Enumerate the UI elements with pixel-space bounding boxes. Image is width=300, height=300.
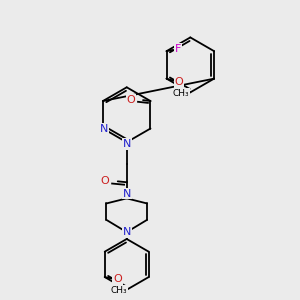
- Text: O: O: [113, 274, 122, 284]
- Text: CH₃: CH₃: [110, 286, 127, 295]
- Text: N: N: [122, 189, 131, 199]
- Text: N: N: [122, 139, 131, 149]
- Text: N: N: [122, 227, 131, 237]
- Text: CH₃: CH₃: [172, 89, 189, 98]
- Text: O: O: [127, 94, 136, 104]
- Text: O: O: [175, 77, 183, 87]
- Text: N: N: [100, 124, 109, 134]
- Text: F: F: [175, 44, 181, 54]
- Text: O: O: [101, 176, 110, 186]
